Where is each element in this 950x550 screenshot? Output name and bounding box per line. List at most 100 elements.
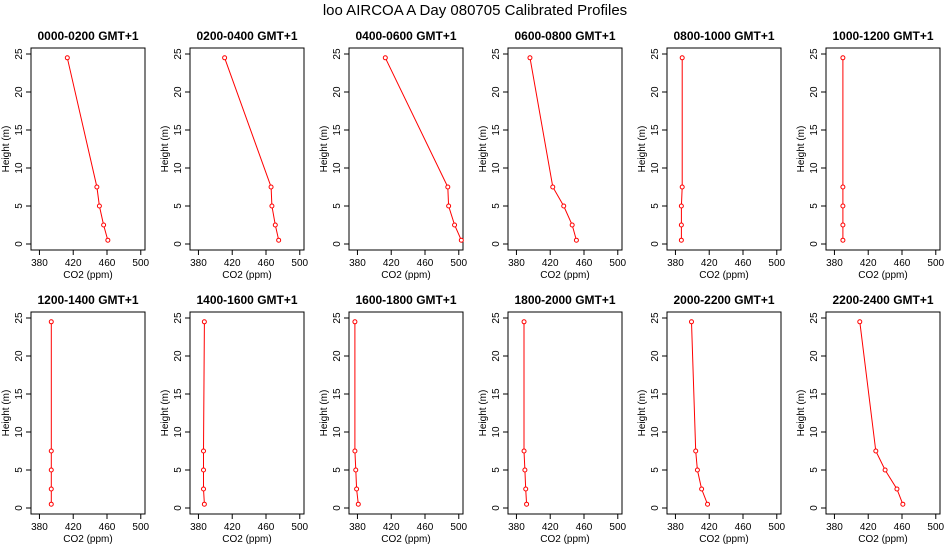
x-tick-label: 500 [291,522,308,533]
data-point [94,184,100,190]
data-point [699,486,705,492]
x-tick-label: 420 [701,258,718,269]
panel-title: 2200-2400 GMT+1 [832,293,933,307]
data-point [352,448,358,454]
y-tick-label: 20 [173,350,184,362]
data-point [105,237,111,243]
y-tick-label: 25 [173,312,184,324]
y-tick-label: 25 [491,48,502,60]
data-point [678,237,684,243]
profile-line [66,57,109,241]
plot-frame [825,47,941,251]
x-tick-label: 500 [132,258,149,269]
data-point [561,203,567,209]
data-point [276,237,282,243]
data-point [353,467,359,473]
plot-frame [348,47,464,251]
y-tick-label: 25 [14,312,25,324]
profile-panel: 0400-0600 GMT+1 380 420 460 500 CO2 (ppm) 0 5 10… [319,29,468,281]
profile-panel: 1400-1600 GMT+1 380 420 460 500 CO2 (ppm) 0 5 10… [160,293,309,545]
profile-line [529,57,577,241]
profile-panel: 2200-2400 GMT+1 380 420 460 500 CO2 (ppm) 0 5 10… [796,293,945,545]
data-point [882,467,888,473]
data-point [101,222,107,228]
data-point [679,184,685,190]
y-tick-label: 10 [173,162,184,174]
x-tick-label: 420 [383,258,400,269]
x-tick-label: 500 [927,522,944,533]
y-axis-label: Height (m) [478,390,489,437]
x-axis-label: CO2 (ppm) [858,534,907,545]
x-tick-label: 460 [99,522,116,533]
y-tick-label: 20 [650,86,661,98]
panel-title: 0600-0800 GMT+1 [514,29,615,43]
profile-panel: 1200-1400 GMT+1 380 420 460 500 CO2 (ppm) 0 5 10… [1,293,150,545]
profile-line [384,57,462,241]
profile-line [224,57,280,241]
y-tick-label: 0 [650,241,661,247]
x-tick-label: 420 [224,522,241,533]
x-tick-label: 500 [609,522,626,533]
y-tick-label: 20 [14,350,25,362]
x-tick-label: 460 [576,258,593,269]
x-tick-label: 380 [349,258,366,269]
plot-frame [507,47,623,251]
data-point [550,184,556,190]
y-tick-label: 10 [491,426,502,438]
x-tick-label: 420 [65,522,82,533]
data-point [840,222,846,228]
panel-title: 1800-2000 GMT+1 [514,293,615,307]
y-tick-label: 10 [14,426,25,438]
y-tick-label: 20 [332,350,343,362]
x-tick-label: 380 [667,522,684,533]
data-point [679,55,685,61]
data-point [201,448,207,454]
y-tick-label: 5 [173,203,184,209]
profile-panel: 2000-2200 GMT+1 380 420 460 500 CO2 (ppm) 0 5 10… [637,293,786,545]
x-axis-label: CO2 (ppm) [381,270,430,281]
y-axis-label: Height (m) [637,126,648,173]
data-point [272,222,278,228]
plot-frame [825,311,941,515]
plot-frame [666,311,782,515]
data-point [522,467,528,473]
y-tick-label: 25 [14,48,25,60]
x-axis-label: CO2 (ppm) [699,534,748,545]
x-axis-label: CO2 (ppm) [699,270,748,281]
data-point [840,184,846,190]
y-axis-label: Height (m) [1,390,12,437]
data-point [201,501,207,507]
y-tick-label: 15 [332,124,343,136]
y-tick-label: 20 [14,86,25,98]
y-tick-label: 5 [650,467,661,473]
panel-title: 0000-0200 GMT+1 [37,29,138,43]
data-point [900,501,906,507]
profile-line [523,321,528,505]
profile-line [859,321,904,505]
x-axis-label: CO2 (ppm) [381,534,430,545]
profile-line [680,57,683,241]
y-tick-label: 10 [809,426,820,438]
y-tick-label: 15 [332,388,343,400]
plot-frame [30,311,146,515]
y-tick-label: 5 [491,467,502,473]
x-tick-label: 380 [31,522,48,533]
plot-frame [30,47,146,251]
y-tick-label: 15 [14,388,25,400]
x-tick-label: 420 [383,522,400,533]
y-axis-label: Height (m) [319,126,330,173]
data-point [523,486,529,492]
x-tick-label: 420 [701,522,718,533]
y-axis-label: Height (m) [160,126,171,173]
panel-title: 2000-2200 GMT+1 [673,293,774,307]
y-tick-label: 5 [650,203,661,209]
x-tick-label: 500 [927,258,944,269]
y-tick-label: 25 [809,312,820,324]
profile-line [203,321,205,505]
data-point [678,222,684,228]
y-tick-label: 25 [650,48,661,60]
data-point [354,486,360,492]
y-tick-label: 15 [173,388,184,400]
x-tick-label: 500 [291,258,308,269]
data-point [569,222,575,228]
